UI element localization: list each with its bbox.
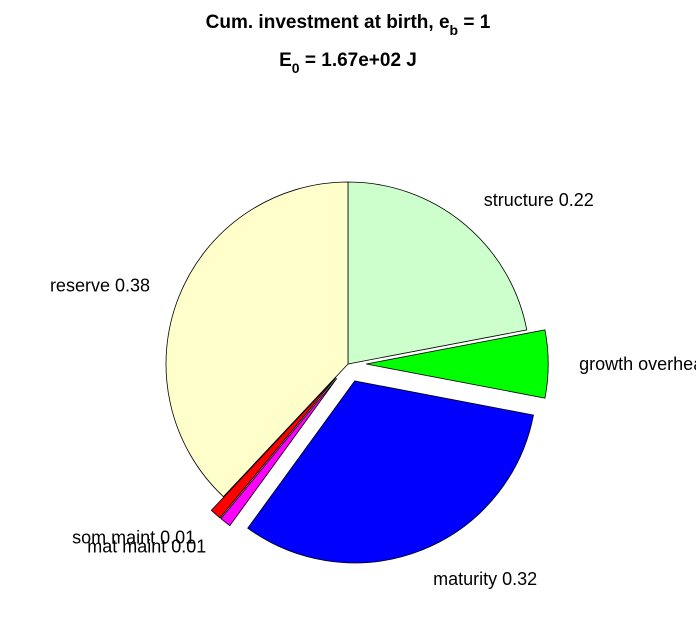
- slice-label: maturity 0.32: [433, 569, 537, 589]
- chart-subtitle: E0 = 1.67e+02 J: [279, 50, 417, 76]
- chart-title: Cum. investment at birth, eb = 1: [206, 12, 491, 38]
- slice-label: mat maint 0.01: [87, 537, 206, 557]
- pie-slice: [210, 377, 337, 519]
- title-part: = 1: [458, 12, 491, 33]
- slice-label: reserve 0.38: [50, 276, 150, 296]
- title-part: Cum. investment at birth, e: [206, 12, 450, 33]
- slice-label: growth overhead 0.06: [579, 354, 696, 374]
- subtitle-part: E: [279, 50, 292, 71]
- subtitle-part: = 1.67e+02 J: [300, 50, 417, 71]
- slice-label: structure 0.22: [484, 190, 594, 210]
- pie-slice: [347, 181, 528, 365]
- pie-slice: [220, 378, 338, 527]
- slice-label: som maint 0.01: [72, 527, 195, 547]
- pie-slice: [165, 181, 349, 498]
- pie-slice: [366, 329, 549, 399]
- subtitle-subscript: 0: [292, 60, 300, 76]
- title-subscript: b: [450, 22, 459, 38]
- pie-slice: [247, 380, 534, 564]
